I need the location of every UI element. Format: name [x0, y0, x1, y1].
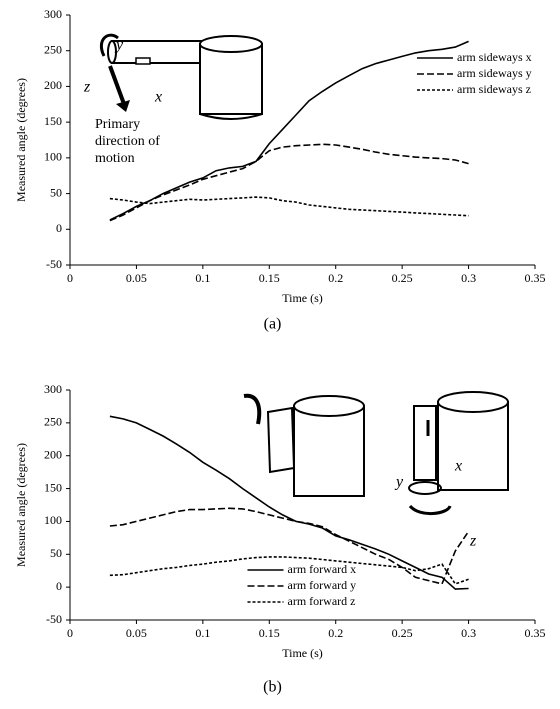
y-tick-label: 0	[56, 221, 62, 235]
y-tick-label: 150	[44, 114, 62, 128]
y-tick-label: 200	[44, 78, 62, 92]
x-axis-label: Time (s)	[282, 291, 323, 305]
diagram-a	[99, 33, 263, 120]
series-line	[109, 415, 469, 590]
series-line	[109, 556, 469, 585]
annotation: x	[454, 458, 462, 475]
x-tick-label: 0	[67, 271, 73, 285]
y-tick-label: -50	[46, 612, 62, 626]
y-tick-label: 50	[50, 546, 62, 560]
x-tick-label: 0.25	[392, 271, 413, 285]
legend-label: arm sideways y	[457, 66, 532, 80]
x-tick-label: 0.3	[461, 626, 476, 640]
legend-label: arm forward z	[288, 594, 356, 608]
x-tick-label: 0.15	[259, 271, 280, 285]
y-tick-label: 300	[44, 7, 62, 21]
y-tick-label: 0	[56, 579, 62, 593]
y-tick-label: 200	[44, 447, 62, 461]
annotation: z	[83, 79, 91, 96]
x-tick-label: 0.25	[392, 626, 413, 640]
series-line	[109, 196, 469, 217]
annotation: motion	[95, 151, 135, 166]
caption: (b)	[263, 679, 282, 696]
y-tick-label: 250	[44, 42, 62, 56]
x-tick-label: 0.2	[328, 271, 343, 285]
diagram-b	[243, 391, 509, 515]
series-line	[109, 143, 469, 222]
annotation: x	[154, 89, 162, 106]
y-tick-label: 100	[44, 150, 62, 164]
legend-label: arm forward y	[288, 578, 357, 592]
x-tick-label: 0	[67, 626, 73, 640]
x-tick-label: 0.05	[126, 626, 147, 640]
x-tick-label: 0.1	[195, 271, 210, 285]
legend-label: arm sideways z	[457, 82, 531, 96]
legend-label: arm forward x	[288, 562, 357, 576]
annotation: z	[469, 533, 477, 550]
series-line	[109, 507, 470, 585]
y-axis-label: Measured angle (degrees)	[14, 78, 28, 202]
x-tick-label: 0.35	[525, 271, 546, 285]
annotation: y	[114, 37, 124, 54]
y-tick-label: 250	[44, 415, 62, 429]
x-tick-label: 0.2	[328, 626, 343, 640]
y-tick-label: 50	[50, 185, 62, 199]
x-axis-label: Time (s)	[282, 646, 323, 660]
x-tick-label: 0.3	[461, 271, 476, 285]
legend-label: arm sideways x	[457, 50, 532, 64]
annotation: y	[394, 474, 404, 491]
y-axis-label: Measured angle (degrees)	[14, 443, 28, 567]
x-tick-label: 0.05	[126, 271, 147, 285]
y-tick-label: 150	[44, 480, 62, 494]
caption: (a)	[264, 316, 282, 333]
x-tick-label: 0.1	[195, 626, 210, 640]
y-tick-label: 100	[44, 513, 62, 527]
y-tick-label: 300	[44, 382, 62, 396]
annotation: direction of	[95, 134, 160, 149]
series-line	[109, 40, 469, 221]
x-tick-label: 0.35	[525, 626, 546, 640]
x-tick-label: 0.15	[259, 626, 280, 640]
y-tick-label: -50	[46, 257, 62, 271]
annotation: Primary	[95, 117, 140, 132]
